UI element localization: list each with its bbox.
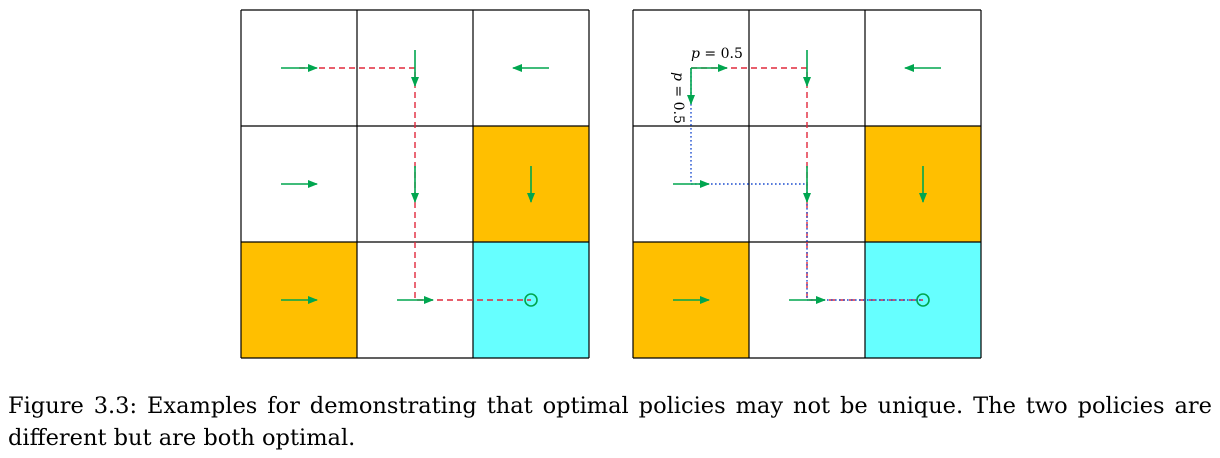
stay-circle-icon bbox=[524, 293, 538, 307]
probability-value: = 0.5 bbox=[670, 81, 686, 124]
probability-label-right: p = 0.5 bbox=[691, 46, 743, 62]
figure-caption: Figure 3.3: Examples for demonstrating t… bbox=[8, 393, 1212, 451]
left-policy-grid bbox=[240, 9, 590, 359]
probability-value: = 0.5 bbox=[700, 46, 743, 62]
policy-grid-figure: p = 0.5p = 0.5 bbox=[240, 9, 982, 359]
right-policy-grid: p = 0.5p = 0.5 bbox=[632, 9, 982, 359]
stay-circle-icon bbox=[916, 293, 930, 307]
probability-label-down: p = 0.5 bbox=[670, 72, 686, 124]
probability-variable: p bbox=[691, 46, 700, 62]
probability-variable: p bbox=[670, 72, 686, 81]
